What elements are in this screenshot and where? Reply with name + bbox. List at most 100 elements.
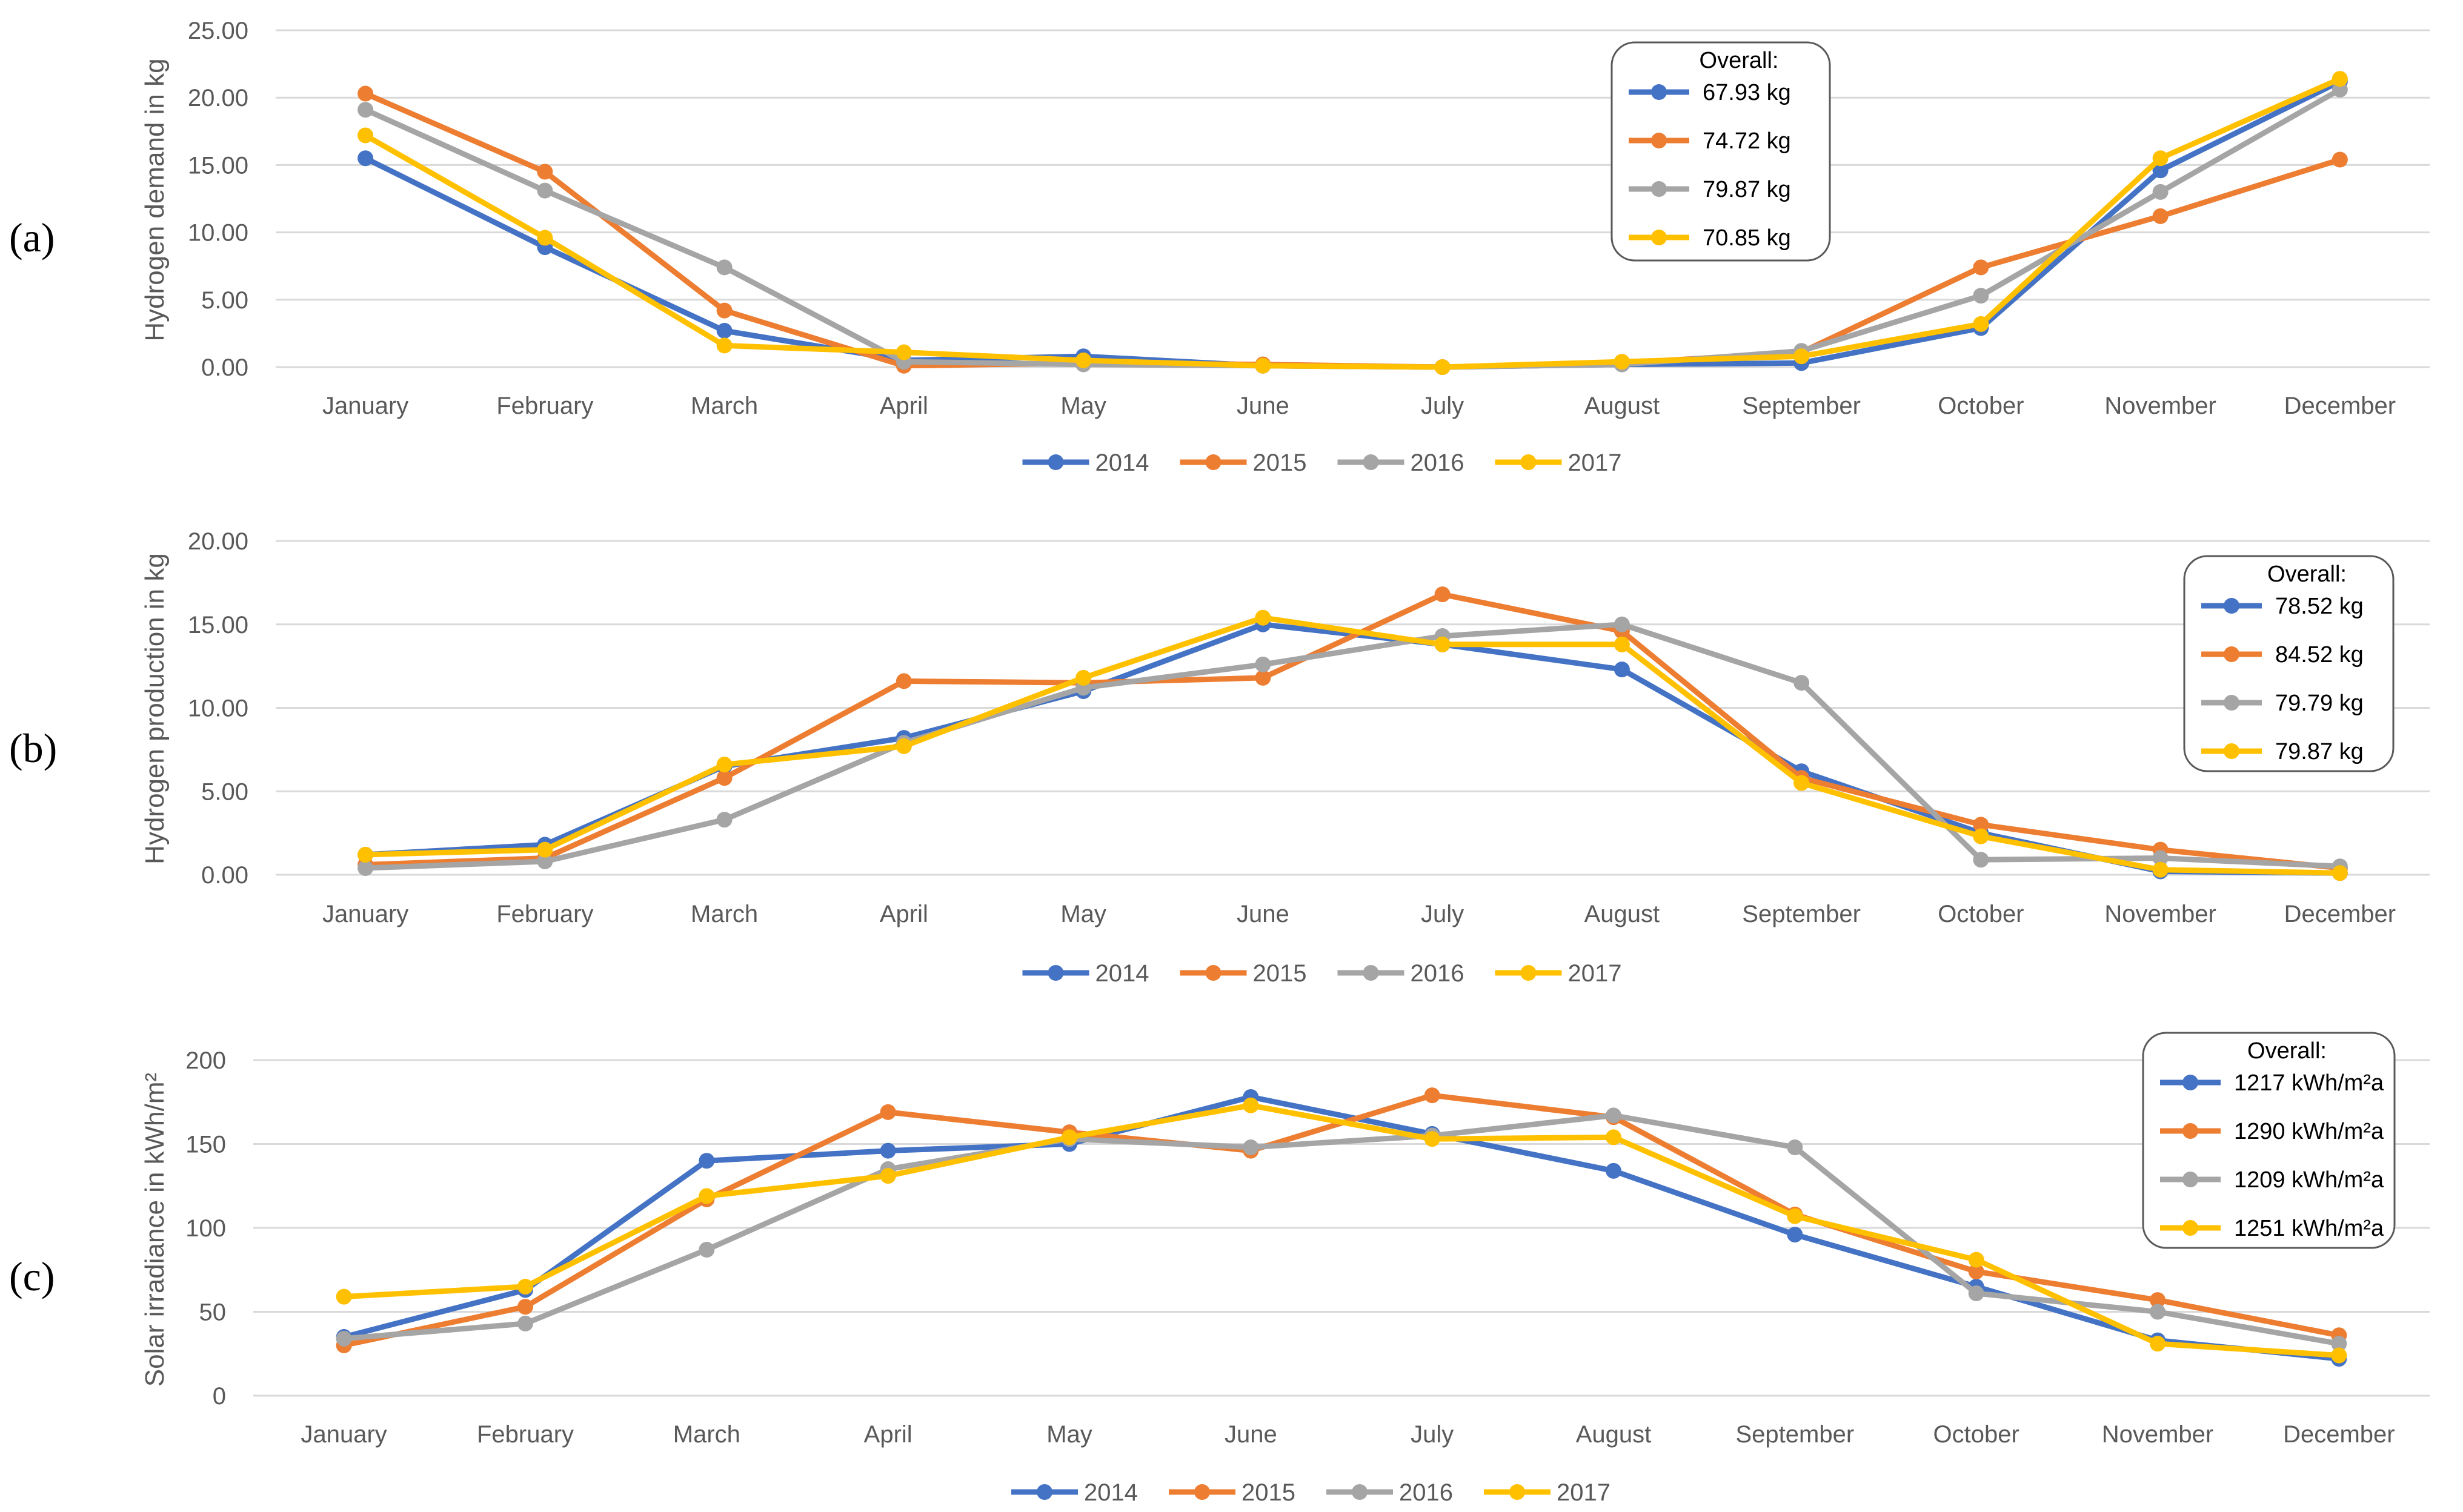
y-tick-label-1-2: 10.00 (188, 695, 248, 722)
data-point-2-2017-1 (517, 1278, 533, 1295)
data-point-2-2017-7 (1606, 1129, 1621, 1146)
data-point-0-2016-1 (537, 182, 553, 199)
x-tick-label-1-6: July (1421, 901, 1464, 927)
data-point-0-2017-10 (2152, 150, 2169, 167)
data-point-1-2015-5 (1255, 669, 1271, 686)
legend-label-0-2017: 2017 (1568, 449, 1622, 476)
data-point-0-2017-0 (357, 127, 374, 144)
y-axis-title-0: Hydrogen demand in kg (140, 58, 170, 341)
data-point-2-2017-0 (336, 1288, 352, 1305)
y-axis-title-1: Hydrogen production in kg (140, 553, 170, 864)
legend-marker-1-2014 (1048, 965, 1064, 981)
series-line-0-2017 (362, 76, 2343, 370)
data-point-2-2014-3 (880, 1142, 896, 1159)
overall-marker-1-0 (2224, 598, 2239, 614)
legend-marker-1-2017 (1520, 965, 1537, 981)
x-tick-label-2-10: November (2102, 1421, 2214, 1448)
overall-marker-1-2 (2224, 695, 2239, 711)
data-point-2-2017-6 (1424, 1131, 1440, 1147)
data-point-2-2016-11 (2331, 1336, 2347, 1352)
x-tick-label-2-7: August (1576, 1421, 1652, 1448)
legend-marker-1-2015 (1205, 965, 1222, 981)
x-tick-label-1-10: November (2104, 901, 2216, 927)
data-point-0-2017-3 (896, 344, 912, 360)
series-line-2-2017 (341, 1102, 2342, 1358)
overall-box-0 (1610, 41, 1831, 262)
data-point-0-2017-8 (1793, 348, 1810, 365)
overall-value-2-2: 1209 kWh/m²a (2234, 1167, 2384, 1193)
y-tick-label-1-4: 20.00 (188, 528, 248, 555)
data-point-2-2017-4 (1062, 1129, 1077, 1146)
legend-label-2-2017: 2017 (1557, 1479, 1610, 1506)
data-point-2-2017-11 (2331, 1347, 2347, 1364)
legend-label-0-2016: 2016 (1411, 449, 1464, 476)
overall-value-1-1: 84.52 kg (2275, 642, 2364, 668)
x-tick-label-2-4: May (1046, 1421, 1092, 1448)
data-point-0-2016-10 (2152, 184, 2169, 200)
legend-label-2-2015: 2015 (1241, 1479, 1295, 1506)
x-tick-label-2-11: December (2283, 1421, 2395, 1448)
x-tick-label-1-1: February (496, 901, 593, 927)
y-tick-label-1-1: 5.00 (201, 778, 248, 805)
overall-value-2-1: 1290 kWh/m²a (2234, 1119, 2384, 1144)
data-point-1-2016-2 (716, 812, 733, 828)
data-point-0-2016-11 (2332, 81, 2348, 98)
panel-label-0: (a) (9, 214, 55, 260)
legend-marker-2-2016 (1352, 1484, 1368, 1500)
x-tick-label-2-0: January (301, 1421, 387, 1448)
data-point-0-2014-2 (716, 322, 733, 339)
data-point-0-2016-9 (1973, 288, 1989, 304)
overall-value-2-3: 1251 kWh/m²a (2234, 1216, 2384, 1241)
overall-value-1-0: 78.52 kg (2275, 594, 2364, 619)
x-tick-label-2-3: April (864, 1421, 912, 1448)
data-point-0-2017-1 (537, 230, 553, 246)
data-point-1-2017-0 (357, 846, 374, 863)
legend-marker-1-2016 (1363, 965, 1379, 981)
panel-label-2: (c) (9, 1253, 55, 1299)
data-point-1-2015-6 (1434, 586, 1451, 603)
legend-marker-0-2015 (1205, 454, 1222, 470)
overall-title-2: Overall: (2247, 1038, 2327, 1064)
data-point-1-2017-10 (2152, 861, 2169, 878)
overall-value-0-2: 79.87 kg (1703, 177, 1791, 202)
data-point-1-2017-11 (2332, 865, 2348, 881)
overall-marker-2-3 (2182, 1220, 2198, 1236)
data-point-1-2017-5 (1255, 609, 1271, 626)
data-point-1-2017-4 (1075, 669, 1092, 686)
data-point-1-2016-8 (1793, 675, 1810, 691)
data-point-0-2015-0 (357, 85, 374, 102)
overall-box-2 (2142, 1032, 2396, 1249)
data-point-2-2015-1 (517, 1299, 533, 1315)
x-tick-label-1-0: January (322, 901, 408, 927)
x-tick-label-1-5: June (1237, 901, 1289, 927)
series-line-1-2016 (362, 622, 2343, 871)
overall-value-1-3: 79.87 kg (2275, 739, 2364, 764)
y-tick-label-0-0: 0.00 (201, 354, 248, 381)
data-point-1-2017-7 (1614, 636, 1630, 652)
legend-marker-2-2017 (1509, 1484, 1525, 1500)
legend-marker-0-2016 (1363, 454, 1379, 470)
data-point-1-2016-5 (1255, 656, 1271, 672)
x-tick-label-0-3: April (880, 393, 928, 419)
data-point-2-2014-7 (1606, 1162, 1621, 1179)
x-tick-label-0-4: May (1060, 393, 1106, 419)
data-point-1-2016-7 (1614, 616, 1630, 632)
legend-marker-2-2014 (1037, 1484, 1052, 1500)
overall-marker-1-3 (2224, 743, 2239, 759)
data-point-2-2017-3 (880, 1168, 896, 1184)
data-point-0-2017-11 (2332, 71, 2348, 87)
overall-value-2-0: 1217 kWh/m²a (2234, 1070, 2384, 1096)
data-point-2-2017-8 (1787, 1208, 1803, 1224)
x-tick-label-0-10: November (2104, 393, 2216, 419)
legend-marker-2-2015 (1194, 1484, 1210, 1500)
legend-marker-0-2014 (1048, 454, 1064, 470)
data-point-2-2016-8 (1787, 1139, 1803, 1156)
legend-label-1-2016: 2016 (1411, 960, 1464, 987)
y-tick-label-0-5: 25.00 (188, 18, 248, 44)
overall-marker-0-1 (1651, 133, 1667, 148)
series-line-2-2016 (341, 1112, 2342, 1347)
series-line-1-2015 (362, 591, 2343, 871)
y-tick-label-2-4: 200 (185, 1047, 226, 1074)
y-tick-label-2-3: 150 (185, 1132, 226, 1158)
data-point-2-2016-9 (1968, 1285, 1984, 1302)
